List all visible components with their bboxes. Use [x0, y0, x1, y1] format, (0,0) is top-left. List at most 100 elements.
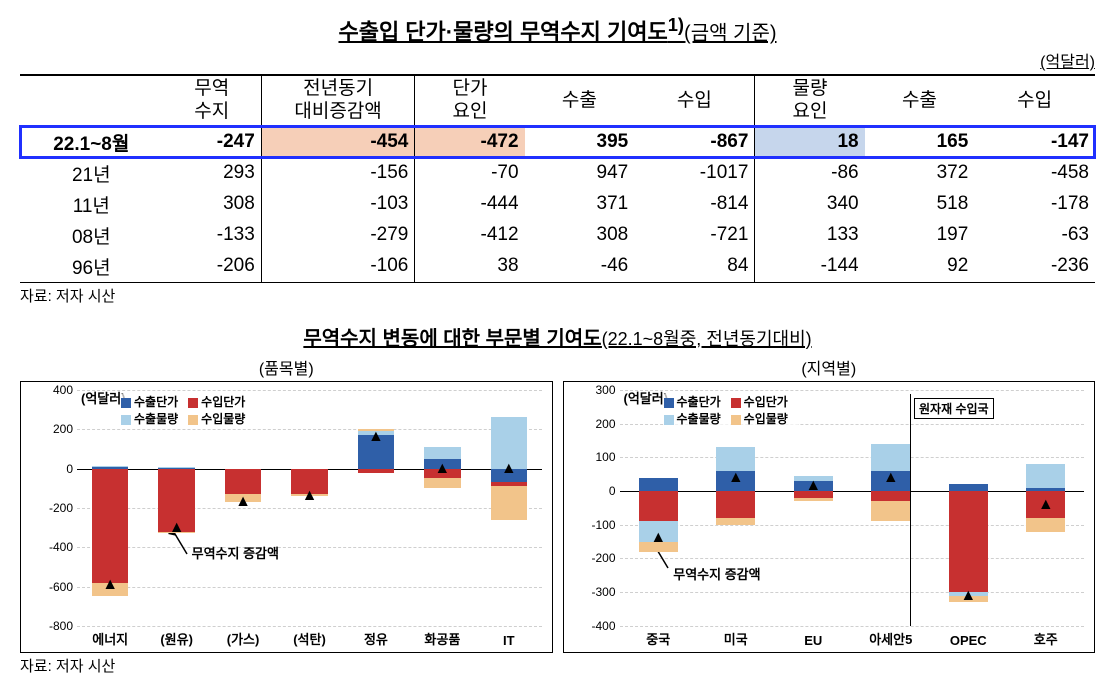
table-row: 22.1~8월-247-454-472395-86718165-147: [20, 126, 1095, 158]
trade-balance-marker: ▲: [960, 587, 976, 605]
bar-segment: [1026, 464, 1065, 488]
chart-left-subtitle: (품목별): [20, 355, 553, 379]
bar-segment: [871, 501, 910, 521]
table-cell: -206: [163, 251, 262, 283]
x-tick-label: EU: [804, 633, 822, 648]
table-title: 수출입 단가·물량의 무역수지 기여도1)(금액 기준): [20, 14, 1095, 46]
bar-segment: [794, 498, 833, 501]
x-tick-label: IT: [503, 633, 515, 648]
x-tick-label: 중국: [646, 629, 670, 648]
y-tick-label: -600: [25, 580, 73, 594]
table-header: 물량요인: [755, 75, 865, 126]
table-cell: 518: [865, 189, 975, 220]
bar-segment: [949, 484, 988, 491]
trade-balance-marker: ▲: [169, 519, 185, 537]
y-tick-label: -100: [568, 518, 616, 532]
y-tick-label: 200: [568, 417, 616, 431]
table-cell: 308: [525, 220, 635, 251]
table-cell: -236: [974, 251, 1095, 283]
table-cell: -814: [634, 189, 755, 220]
x-tick-label: (석탄): [293, 629, 326, 648]
trade-balance-marker: ▲: [102, 576, 118, 594]
y-tick-label: 0: [568, 484, 616, 498]
x-tick-label: 정유: [364, 629, 388, 648]
table-header: 무역수지: [163, 75, 262, 126]
table-cell: -444: [415, 189, 525, 220]
row-label: 11년: [20, 189, 163, 220]
chart-section-title: 무역수지 변동에 대한 부문별 기여도(22.1~8월중, 전년동기대비): [20, 322, 1095, 351]
table-cell: -63: [974, 220, 1095, 251]
table-cell: 38: [415, 251, 525, 283]
table-cell: -86: [755, 158, 865, 189]
subgroup-label: 원자재 수입국: [914, 398, 994, 419]
table-cell: -147: [974, 126, 1095, 158]
table-cell: 372: [865, 158, 975, 189]
table-cell: -106: [261, 251, 415, 283]
row-label: 96년: [20, 251, 163, 283]
table-cell: 165: [865, 126, 975, 158]
bar-segment: [716, 518, 755, 525]
row-label: 21년: [20, 158, 163, 189]
bar-segment: [1026, 518, 1065, 531]
table-header: [20, 75, 163, 126]
table-header: 수출: [865, 75, 975, 126]
y-tick-label: -800: [25, 619, 73, 633]
bar-segment: [491, 486, 528, 519]
chart-left: (억달러)▲▲▲▲▲▲▲-800-600-400-2000200400에너지(원…: [20, 381, 553, 653]
table-cell: 340: [755, 189, 865, 220]
table-cell: -156: [261, 158, 415, 189]
bar-segment: [158, 467, 195, 468]
table-header: 수입: [974, 75, 1095, 126]
table-cell: 18: [755, 126, 865, 158]
y-tick-label: 0: [25, 462, 73, 476]
table-cell: -70: [415, 158, 525, 189]
bar-segment: [716, 447, 755, 471]
table-row: 96년-206-10638-4684-14492-236: [20, 251, 1095, 283]
table-cell: -412: [415, 220, 525, 251]
trade-balance-marker: ▲: [235, 493, 251, 511]
bar-segment: [871, 491, 910, 501]
bar-segment: [639, 478, 678, 491]
table-cell: -472: [415, 126, 525, 158]
y-tick-label: -200: [25, 501, 73, 515]
chart-legend: 수출단가수입단가수출물량수입물량: [121, 394, 255, 428]
table-cell: -103: [261, 189, 415, 220]
table-cell: -454: [261, 126, 415, 158]
table-row: 21년293-156-70947-1017-86372-458: [20, 158, 1095, 189]
row-label: 22.1~8월: [20, 126, 163, 158]
table-header: 전년동기대비증감액: [261, 75, 415, 126]
table-cell: 947: [525, 158, 635, 189]
x-tick-label: 호주: [1034, 629, 1058, 648]
bar-segment: [871, 444, 910, 471]
table-unit: (억달러): [20, 48, 1095, 72]
annotation-label: 무역수지 증감액: [192, 543, 279, 562]
table-header: 수입: [634, 75, 755, 126]
y-tick-label: 300: [568, 383, 616, 397]
trade-balance-marker: ▲: [805, 477, 821, 495]
y-tick-label: 400: [25, 383, 73, 397]
row-label: 08년: [20, 220, 163, 251]
trade-balance-marker: ▲: [434, 460, 450, 478]
bar-segment: [358, 469, 395, 473]
main-table: 무역수지전년동기대비증감액단가요인수출수입물량요인수출수입 22.1~8월-24…: [20, 74, 1095, 283]
table-cell: -721: [634, 220, 755, 251]
x-tick-label: OPEC: [950, 633, 987, 648]
y-tick-label: -300: [568, 585, 616, 599]
table-row: 11년308-103-444371-814340518-178: [20, 189, 1095, 220]
y-tick-label: -400: [568, 619, 616, 633]
table-cell: 395: [525, 126, 635, 158]
table-header: 수출: [525, 75, 635, 126]
bar-segment: [424, 478, 461, 488]
bar-segment: [716, 491, 755, 518]
x-tick-label: 화공품: [424, 629, 460, 648]
trade-balance-marker: ▲: [501, 460, 517, 478]
chart-right: (억달러)▲▲▲▲▲▲-400-300-200-1000100200300중국미…: [563, 381, 1096, 653]
table-cell: 293: [163, 158, 262, 189]
y-tick-label: 200: [25, 422, 73, 436]
table-row: 08년-133-279-412308-721133197-63: [20, 220, 1095, 251]
chart-legend: 수출단가수입단가수출물량수입물량: [664, 394, 798, 428]
y-tick-label: -400: [25, 540, 73, 554]
bar-segment: [424, 447, 461, 459]
annotation-label: 무역수지 증감액: [673, 564, 760, 583]
trade-balance-marker: ▲: [883, 469, 899, 487]
